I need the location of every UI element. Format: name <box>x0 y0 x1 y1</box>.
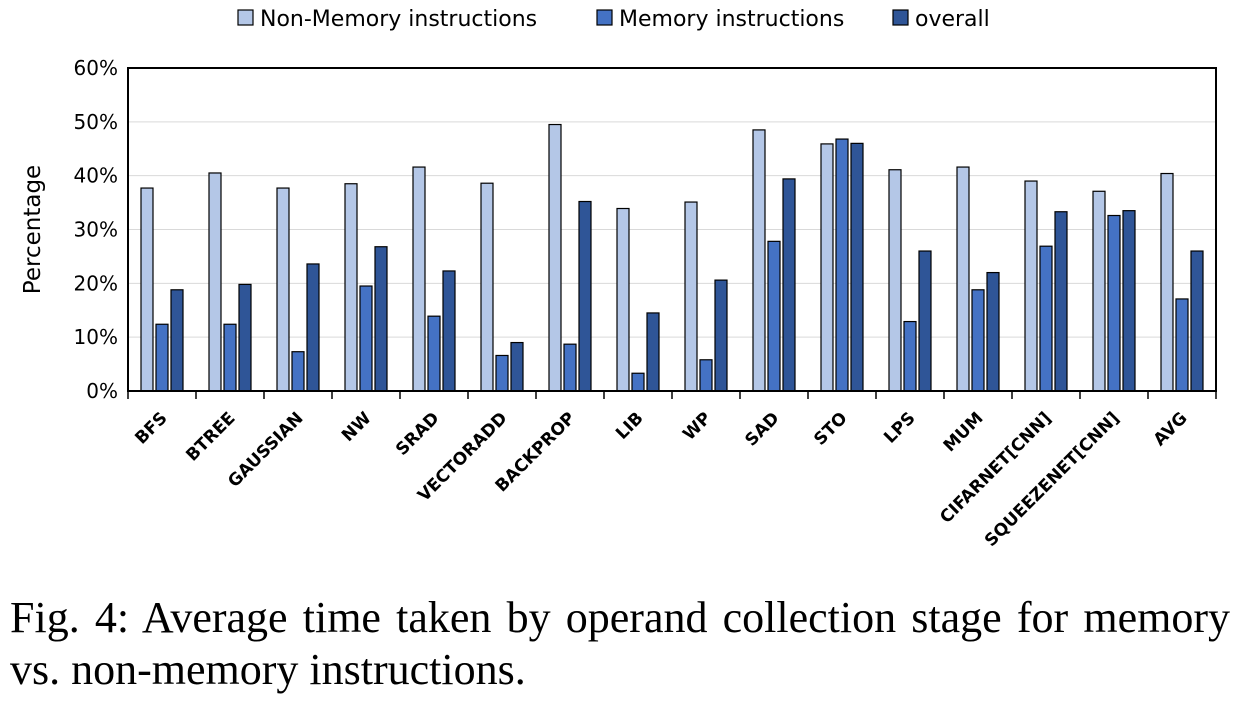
bar-overall-srad <box>442 270 456 392</box>
bar-non-memory-instructions-lps <box>888 169 902 392</box>
legend-swatch <box>237 9 254 26</box>
bar-non-memory-instructions-gaussian <box>276 187 290 392</box>
bar-non-memory-instructions-sad <box>752 129 766 392</box>
figure-caption: Fig. 4: Average time taken by operand co… <box>10 593 1230 694</box>
legend-label: Non-Memory instructions <box>260 7 537 32</box>
bar-overall-gaussian <box>306 263 320 392</box>
bar-non-memory-instructions-backprop <box>548 123 562 392</box>
bar-non-memory-instructions-btree <box>208 172 222 392</box>
bar-overall-sto <box>850 142 864 392</box>
bar-overall-nw <box>374 246 388 392</box>
bar-overall-lib <box>646 312 660 392</box>
bar-non-memory-instructions-squeezenetcnn <box>1092 190 1106 392</box>
bar-memory-instructions-wp <box>699 359 713 392</box>
bar-non-memory-instructions-avg <box>1160 172 1174 392</box>
x-category-label: SRAD <box>392 408 443 459</box>
bar-overall-bfs <box>170 289 184 392</box>
x-category-label: AVG <box>1150 408 1192 450</box>
legend-label: Memory instructions <box>619 7 844 32</box>
bar-overall-wp <box>714 279 728 392</box>
bar-overall-sad <box>782 178 796 392</box>
bar-overall-avg <box>1190 250 1204 392</box>
bar-overall-mum <box>986 271 1000 392</box>
y-tick-label: 30% <box>74 218 118 242</box>
bar-memory-instructions-btree <box>223 323 237 392</box>
bar-memory-instructions-vectoradd <box>495 354 509 392</box>
bar-memory-instructions-mum <box>971 289 985 392</box>
bar-non-memory-instructions-wp <box>684 201 698 392</box>
bar-memory-instructions-lib <box>631 372 645 392</box>
bar-memory-instructions-bfs <box>155 323 169 392</box>
bar-overall-squeezenetcnn <box>1122 210 1136 392</box>
bar-non-memory-instructions-mum <box>956 166 970 392</box>
x-category-label: WP <box>679 408 715 444</box>
bar-non-memory-instructions-sto <box>820 143 834 392</box>
bar-overall-cifarnetcnn <box>1054 211 1068 392</box>
bar-overall-lps <box>918 250 932 392</box>
x-category-label: BTREE <box>182 408 239 465</box>
x-category-label: STO <box>810 408 851 449</box>
bar-non-memory-instructions-lib <box>616 207 630 392</box>
x-category-label: BFS <box>131 408 171 448</box>
bar-non-memory-instructions-nw <box>344 183 358 392</box>
x-category-label: SQUEEZENET[CNN] <box>981 408 1124 551</box>
bar-memory-instructions-lps <box>903 320 917 392</box>
bar-memory-instructions-backprop <box>563 343 577 392</box>
x-category-label: SAD <box>741 408 783 450</box>
bar-non-memory-instructions-vectoradd <box>480 182 494 392</box>
bar-memory-instructions-cifarnetcnn <box>1039 245 1053 392</box>
bar-memory-instructions-sto <box>835 138 849 392</box>
y-tick-label: 10% <box>74 325 118 349</box>
bar-overall-vectoradd <box>510 341 524 392</box>
bar-non-memory-instructions-cifarnetcnn <box>1024 180 1038 392</box>
bar-memory-instructions-avg <box>1175 298 1189 392</box>
legend-label: overall <box>915 7 990 32</box>
x-category-label: LPS <box>880 408 919 447</box>
bar-overall-btree <box>238 283 252 392</box>
x-category-label: MUM <box>940 408 988 456</box>
y-tick-label: 0% <box>86 379 118 403</box>
bar-memory-instructions-sad <box>767 240 781 392</box>
x-category-label: LIB <box>612 408 647 443</box>
y-axis-label: Percentage <box>20 165 46 294</box>
y-tick-label: 50% <box>74 110 118 134</box>
legend-swatch <box>892 9 909 26</box>
x-category-label: NW <box>338 408 376 446</box>
bar-memory-instructions-gaussian <box>291 351 305 392</box>
y-tick-label: 20% <box>74 271 118 295</box>
bar-memory-instructions-nw <box>359 285 373 392</box>
bar-memory-instructions-squeezenetcnn <box>1107 214 1121 392</box>
legend-swatch <box>596 9 613 26</box>
bar-non-memory-instructions-bfs <box>140 187 154 392</box>
bar-overall-backprop <box>578 200 592 392</box>
bar-non-memory-instructions-srad <box>412 166 426 392</box>
y-tick-label: 60% <box>74 56 118 80</box>
y-tick-label: 40% <box>74 164 118 188</box>
bar-memory-instructions-srad <box>427 315 441 392</box>
